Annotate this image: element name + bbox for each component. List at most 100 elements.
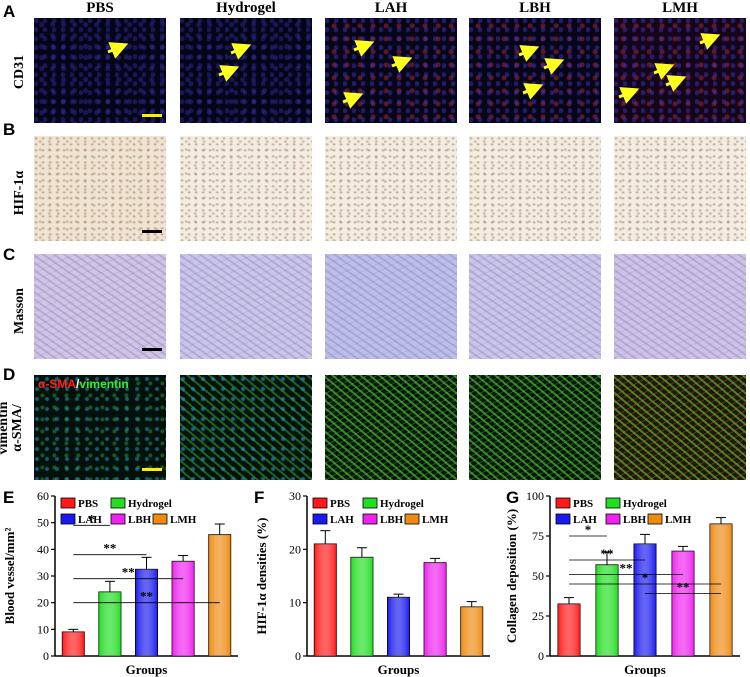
bar-highlight	[558, 604, 580, 656]
y-tick-label: 10	[289, 596, 301, 610]
micrograph-sma-lah	[325, 375, 457, 480]
y-tick-label: 50	[37, 516, 49, 530]
y-tick-label: 0	[538, 649, 544, 663]
scale-bar-d	[142, 468, 162, 471]
legend-swatch-hydrogel	[362, 497, 378, 509]
arrow-overlay	[107, 33, 721, 109]
slash-label: /	[76, 377, 80, 391]
bar-highlight	[172, 561, 195, 656]
bar-highlight	[350, 557, 373, 656]
y-tick-label: 100	[526, 489, 544, 503]
y-tick-label: 30	[289, 489, 301, 503]
bar-highlight	[460, 606, 483, 656]
significance-label: **	[140, 589, 153, 604]
legend-swatch-lbh	[605, 513, 621, 525]
legend-label-lah: LAH	[573, 514, 597, 526]
legend-label-pbs: PBS	[330, 498, 350, 510]
bar-highlight	[387, 597, 410, 656]
micrograph-cd31-hydrogel	[180, 18, 312, 123]
micrograph-sma-lmh	[614, 375, 746, 480]
micrograph-hif-pbs	[34, 136, 166, 241]
arrow-icon	[218, 65, 240, 82]
column-title-pbs: PBS	[86, 0, 114, 16]
panel-letter-g: G	[506, 488, 520, 507]
legend-label-hydrogel: Hydrogel	[380, 498, 424, 510]
significance-label: *	[642, 570, 649, 585]
row-label-sma-1: α-SMA/	[10, 404, 25, 452]
legend-swatch-hydrogel	[110, 497, 126, 509]
scale-bar-a	[142, 114, 162, 117]
bar-highlight	[314, 544, 337, 656]
legend-label-lah: LAH	[78, 514, 102, 526]
panel-letter-d: D	[3, 365, 16, 384]
y-axis-label: HIF-1α densities (%)	[254, 517, 269, 634]
legend-label-pbs: PBS	[78, 498, 98, 510]
legend-swatch-lmh	[647, 513, 663, 525]
arrow-icon	[107, 42, 129, 59]
arrow-icon	[518, 45, 540, 62]
arrow-icon	[665, 75, 687, 92]
legend-swatch-pbs	[555, 497, 571, 509]
significance-label: *	[88, 511, 95, 526]
micrograph-masson-lmh	[614, 254, 746, 359]
y-tick-label: 20	[37, 596, 49, 610]
micrograph-hif-lbh	[469, 136, 601, 241]
bar-highlight	[62, 632, 85, 656]
micrograph-hif-lah	[325, 136, 457, 241]
bar-highlight	[424, 562, 447, 656]
micrograph-hif-lmh	[614, 136, 746, 241]
y-tick-label: 30	[37, 569, 49, 583]
significance-label: **	[677, 580, 690, 595]
stain-overlay-label: α-SMA/vimentin	[38, 377, 129, 391]
arrow-icon	[342, 92, 364, 109]
legend-label-lbh: LBH	[128, 514, 152, 526]
x-axis-label: Groups	[624, 662, 666, 677]
row-label-hif: HIF-1α	[12, 170, 27, 216]
legend-swatch-pbs	[312, 497, 328, 509]
legend-swatch-lah	[60, 513, 76, 525]
legend-swatch-lbh	[110, 513, 126, 525]
legend-label-lmh: LMH	[170, 514, 197, 526]
row-label-sma-2: vimentin	[0, 401, 11, 455]
chart-hif-density: 0102030****PBSHydrogelLAHLBHLMHGroupsHIF…	[254, 489, 490, 677]
panel-letter-a: A	[3, 2, 16, 21]
micrograph-hif-hydrogel	[180, 136, 312, 241]
micrograph-masson-lah	[325, 254, 457, 359]
arrow-icon	[543, 58, 565, 75]
vimentin-label: vimentin	[79, 377, 129, 391]
arrow-icon	[653, 63, 675, 80]
bar-highlight	[672, 551, 694, 656]
micrograph-sma-hydrogel	[180, 375, 312, 480]
y-tick-label: 20	[289, 542, 301, 556]
micrograph-cd31-pbs	[34, 18, 166, 123]
legend-swatch-lmh	[152, 513, 168, 525]
micrograph-masson-pbs	[34, 254, 166, 359]
y-tick-label: 0	[43, 649, 49, 663]
legend-swatch-hydrogel	[605, 497, 621, 509]
legend-label-lbh: LBH	[380, 514, 404, 526]
arrow-icon	[230, 43, 252, 60]
significance-label: **	[620, 560, 633, 575]
y-tick-label: 40	[37, 542, 49, 556]
bar-highlight	[710, 524, 732, 656]
panel-letter-c: C	[3, 245, 16, 264]
micrograph-sma-lbh	[469, 375, 601, 480]
scale-bar-c	[142, 348, 162, 351]
arrow-icon	[699, 33, 721, 50]
micrograph-masson-hydrogel	[180, 254, 312, 359]
significance-label: **	[103, 541, 116, 556]
y-axis-label: Blood vessel/mm²	[2, 528, 17, 625]
alpha-sma-label: α-SMA	[38, 377, 77, 391]
legend-label-hydrogel: Hydrogel	[623, 498, 667, 510]
legend-label-pbs: PBS	[573, 498, 593, 510]
bar-highlight	[98, 592, 121, 656]
micrograph-masson-lbh	[469, 254, 601, 359]
micrograph-cd31-lbh	[469, 18, 601, 123]
y-tick-label: 75	[532, 529, 544, 543]
legend-swatch-lah	[555, 513, 571, 525]
arrow-icon	[391, 56, 413, 73]
legend-label-lbh: LBH	[623, 514, 647, 526]
scale-bar-b	[142, 230, 162, 233]
